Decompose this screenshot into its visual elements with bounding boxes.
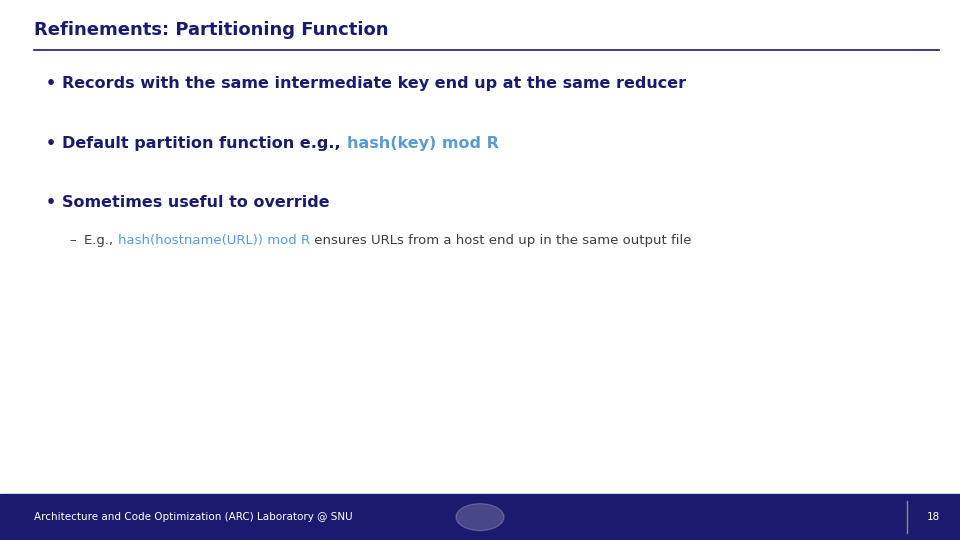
Text: Sometimes useful to override: Sometimes useful to override <box>62 195 330 210</box>
Text: Default partition function e.g.,: Default partition function e.g., <box>62 136 347 151</box>
Text: –: – <box>69 234 76 247</box>
Text: •: • <box>46 136 57 151</box>
Text: E.g.,: E.g., <box>84 234 118 247</box>
Text: hash(hostname(URL)) mod R: hash(hostname(URL)) mod R <box>118 234 310 247</box>
Bar <box>0 494 960 540</box>
Text: 18: 18 <box>926 512 940 522</box>
Circle shape <box>456 503 504 530</box>
Text: •: • <box>46 76 57 91</box>
Text: Architecture and Code Optimization (ARC) Laboratory @ SNU: Architecture and Code Optimization (ARC)… <box>34 512 352 522</box>
Text: Refinements: Partitioning Function: Refinements: Partitioning Function <box>34 21 388 39</box>
Text: Records with the same intermediate key end up at the same reducer: Records with the same intermediate key e… <box>62 76 686 91</box>
Text: ensures URLs from a host end up in the same output file: ensures URLs from a host end up in the s… <box>310 234 691 247</box>
Text: •: • <box>46 195 57 210</box>
Text: hash(key) mod R: hash(key) mod R <box>347 136 498 151</box>
